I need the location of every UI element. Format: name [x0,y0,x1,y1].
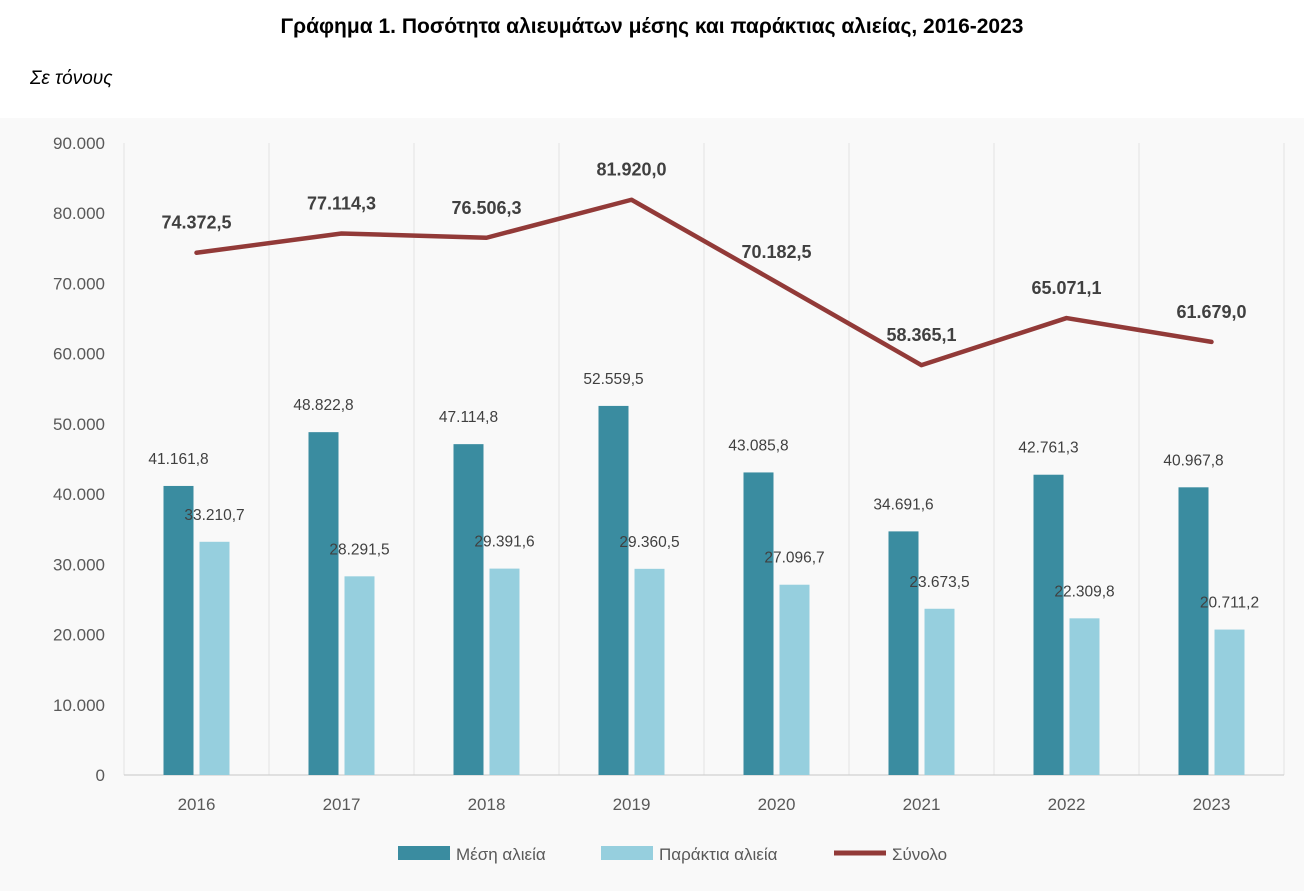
y-tick-label: 30.000 [53,555,105,574]
data-label-line: 61.679,0 [1176,302,1246,322]
x-tick-label: 2022 [1048,795,1086,814]
y-tick-label: 90.000 [53,134,105,153]
y-tick-label: 80.000 [53,204,105,223]
x-tick-label: 2018 [468,795,506,814]
data-label-bar: 40.967,8 [1163,452,1223,469]
bar-mesi-alieia [598,405,629,775]
data-label-bar: 42.761,3 [1018,440,1078,457]
bar-mesi-alieia [1178,487,1209,775]
legend-label: Παράκτια αλιεία [659,845,778,864]
x-tick-label: 2023 [1193,795,1231,814]
x-tick-label: 2020 [758,795,796,814]
bar-mesi-alieia [888,531,919,775]
data-label-bar: 41.161,8 [148,451,208,468]
bar-paraktia-alieia [634,568,665,775]
bar-paraktia-alieia [1214,629,1245,775]
data-label-line: 65.071,1 [1031,278,1101,298]
y-tick-label: 50.000 [53,415,105,434]
data-label-line: 74.372,5 [161,213,231,233]
data-label-line: 77.114,3 [307,193,376,213]
chart-subtitle: Σε τόνους [30,68,113,89]
y-tick-label: 0 [96,766,105,785]
bar-paraktia-alieia [199,541,230,775]
bar-paraktia-alieia [924,608,955,775]
chart-title: Γράφημα 1. Ποσότητα αλιευμάτων μέσης και… [280,15,1024,38]
bar-mesi-alieia [308,432,339,775]
bar-paraktia-alieia [779,584,810,775]
x-tick-label: 2016 [178,795,216,814]
data-label-bar: 29.391,6 [474,534,534,551]
data-label-bar: 22.309,8 [1054,583,1114,600]
data-label-bar: 20.711,2 [1200,595,1259,612]
data-label-bar: 47.114,8 [439,409,498,426]
legend-label: Μέση αλιεία [456,845,546,864]
data-label-bar: 48.822,8 [293,397,353,414]
x-tick-label: 2019 [613,795,651,814]
y-tick-label: 20.000 [53,626,105,645]
y-tick-label: 70.000 [53,274,105,293]
y-tick-label: 40.000 [53,485,105,504]
data-label-bar: 52.559,5 [583,371,643,388]
bar-mesi-alieia [1033,474,1064,775]
data-label-line: 81.920,0 [596,160,666,180]
bar-paraktia-alieia [1069,618,1100,775]
data-label-bar: 43.085,8 [728,437,788,454]
legend-swatch [398,846,450,860]
x-tick-label: 2017 [323,795,361,814]
bar-mesi-alieia [163,485,194,775]
legend-label: Σύνολο [892,845,947,864]
data-label-bar: 28.291,5 [329,541,389,558]
bar-paraktia-alieia [489,568,520,775]
line-synolo [194,197,1214,368]
bar-paraktia-alieia [344,576,375,775]
data-label-bar: 27.096,7 [764,550,824,567]
data-label-bar: 33.210,7 [184,507,244,524]
bar-mesi-alieia [453,444,484,775]
legend-swatch [601,846,653,860]
data-label-bar: 29.360,5 [619,534,679,551]
data-label-line: 70.182,5 [741,242,811,262]
data-label-bar: 34.691,6 [873,496,933,513]
data-label-line: 58.365,1 [886,325,956,345]
y-tick-label: 10.000 [53,696,105,715]
bar-mesi-alieia [743,472,774,775]
x-tick-label: 2021 [903,795,941,814]
data-label-bar: 23.673,5 [909,574,969,591]
data-label-line: 76.506,3 [451,198,521,218]
y-tick-label: 60.000 [53,345,105,364]
